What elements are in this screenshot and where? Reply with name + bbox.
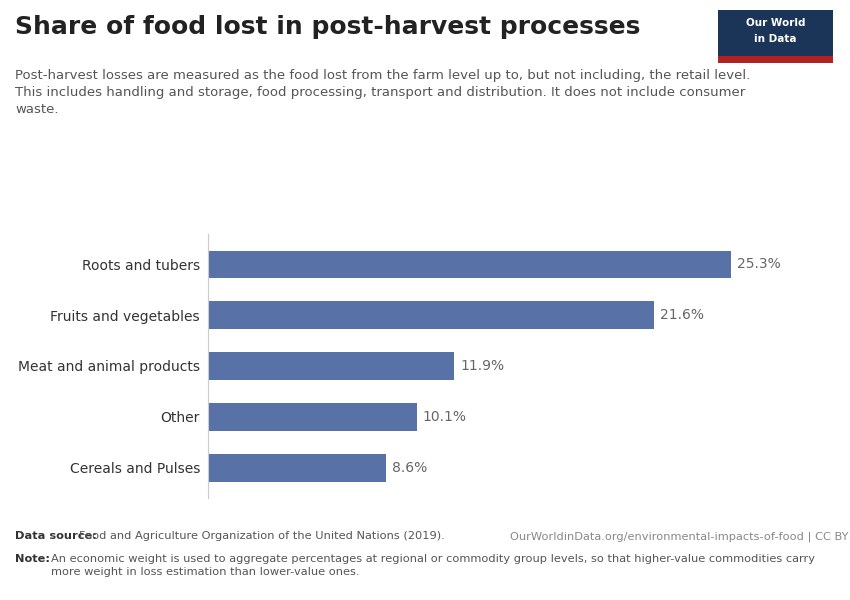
FancyBboxPatch shape	[718, 10, 833, 63]
Text: 25.3%: 25.3%	[737, 257, 780, 271]
Bar	[208, 301, 654, 329]
Text: 10.1%: 10.1%	[423, 410, 467, 424]
Text: 21.6%: 21.6%	[660, 308, 705, 322]
Text: Share of food lost in post-harvest processes: Share of food lost in post-harvest proce…	[15, 15, 641, 39]
FancyBboxPatch shape	[718, 56, 833, 63]
Text: Data source:: Data source:	[15, 531, 101, 541]
Text: Post-harvest losses are measured as the food lost from the farm level up to, but: Post-harvest losses are measured as the …	[15, 69, 751, 82]
Bar	[208, 403, 416, 431]
Text: Our World: Our World	[746, 19, 805, 28]
Text: 8.6%: 8.6%	[392, 461, 428, 475]
Text: Food and Agriculture Organization of the United Nations (2019).: Food and Agriculture Organization of the…	[79, 531, 445, 541]
Text: OurWorldinData.org/environmental-impacts-of-food | CC BY: OurWorldinData.org/environmental-impacts…	[510, 531, 848, 541]
Text: 11.9%: 11.9%	[460, 359, 504, 373]
Text: Note:: Note:	[15, 554, 54, 564]
Text: waste.: waste.	[15, 103, 59, 116]
Text: This includes handling and storage, food processing, transport and distribution.: This includes handling and storage, food…	[15, 86, 745, 99]
Bar	[208, 352, 454, 380]
Text: in Data: in Data	[755, 34, 796, 44]
Text: An economic weight is used to aggregate percentages at regional or commodity gro: An economic weight is used to aggregate …	[51, 554, 815, 577]
Bar	[208, 454, 386, 482]
Bar	[208, 251, 730, 278]
